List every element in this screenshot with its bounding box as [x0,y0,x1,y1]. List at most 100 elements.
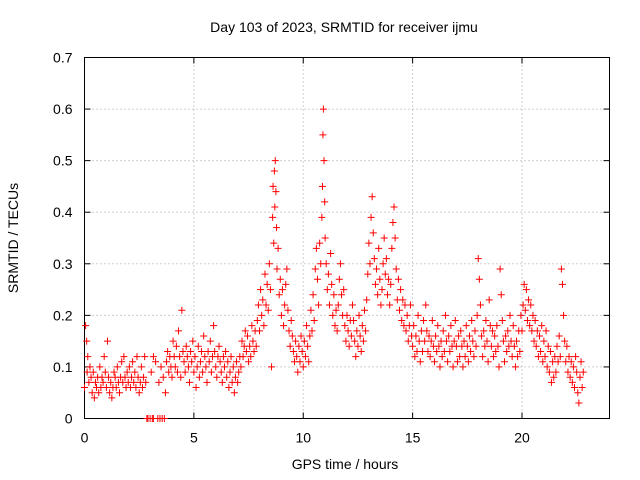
data-point [548,378,556,386]
data-point [468,317,476,325]
data-point [531,317,539,325]
data-point [460,337,468,345]
data-point [216,358,224,366]
data-point [98,373,106,381]
data-point [480,327,488,335]
data-point [368,193,376,201]
data-point [345,342,353,350]
data-point [323,286,331,294]
data-point [234,378,242,386]
data-point [296,358,304,366]
data-point [224,358,232,366]
data-point [87,373,95,381]
data-point [265,260,273,268]
data-point [499,337,507,345]
data-point [258,311,266,319]
data-point [319,105,327,113]
data-point [394,275,402,283]
data-point [423,327,431,335]
data-point [217,368,225,376]
data-point [502,332,510,340]
y-tick-label: 0.6 [53,101,73,117]
data-point [178,306,186,314]
data-point [332,306,340,314]
data-point [147,368,155,376]
data-point [380,234,388,242]
data-point [527,301,535,309]
data-point [107,378,115,386]
data-point [259,296,267,304]
data-point [138,384,146,392]
data-point [91,378,99,386]
data-point [461,353,469,361]
data-point [271,157,279,165]
data-point [574,389,582,397]
data-point [129,358,137,366]
data-point [278,286,286,294]
x-axis-label: GPS time / hours [292,456,399,472]
data-point [471,327,479,335]
data-point [159,373,167,381]
data-point [550,373,558,381]
data-point [196,358,204,366]
data-point [246,342,254,350]
data-point [445,332,453,340]
data-point [538,322,546,330]
data-point [402,327,410,335]
data-point [336,260,344,268]
data-point [434,322,442,330]
data-point [555,332,563,340]
data-point [333,327,341,335]
data-point [266,286,274,294]
data-point [544,342,552,350]
data-point [300,337,308,345]
data-point [248,322,256,330]
data-point [269,213,277,221]
data-point [137,363,145,371]
data-point [403,311,411,319]
data-point [566,373,574,381]
data-point [433,347,441,355]
data-point [435,342,443,350]
data-point [282,280,290,288]
data-point [273,224,281,232]
data-point [298,347,306,355]
data-point [112,384,120,392]
data-point [207,368,215,376]
data-point [315,301,323,309]
data-point [446,347,454,355]
data-point [277,311,285,319]
data-point [518,327,526,335]
data-point [287,317,295,325]
data-point [113,363,121,371]
data-point [155,378,163,386]
data-point [376,275,384,283]
data-point [106,389,114,397]
data-point [391,234,399,242]
data-point [90,394,98,402]
data-point [543,363,551,371]
data-point [514,353,522,361]
data-point [305,358,313,366]
data-point [286,342,294,350]
data-point [191,353,199,361]
data-point [203,378,211,386]
data-point [168,373,176,381]
data-point [422,301,430,309]
data-point [467,347,475,355]
data-point [377,301,385,309]
data-point [438,353,446,361]
data-point [299,363,307,371]
data-point [227,353,235,361]
data-point [157,363,165,371]
data-point [284,306,292,314]
data-point [361,306,368,314]
data-point [222,347,230,355]
data-point [160,415,168,422]
y-tick-label: 0.5 [53,153,73,169]
y-tick-labels: 0 0.1 0.2 0.3 0.4 0.5 0.6 0.7 [53,50,73,427]
data-point [199,368,207,376]
data-point [340,286,348,294]
data-point [389,219,397,227]
data-point [319,182,326,190]
